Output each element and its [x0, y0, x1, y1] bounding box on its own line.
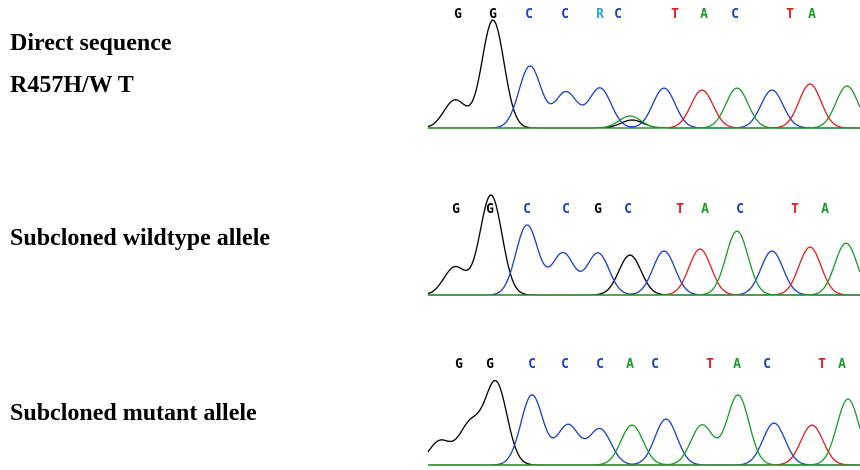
trace [428, 86, 860, 128]
figure: Direct sequenceR457H/W TGGCCRCTACTASubcl… [0, 0, 860, 470]
base-call: A [701, 202, 709, 217]
base-call: C [614, 7, 622, 22]
base-call: C [562, 202, 570, 217]
base-call: C [561, 357, 569, 372]
base-call: R [596, 7, 604, 22]
base-call: C [525, 7, 533, 22]
panel: Subcloned wildtype allele G G C C G C T A C T A [10, 195, 860, 295]
base-call: C [624, 202, 632, 217]
trace [428, 225, 860, 295]
base-call: C [528, 357, 536, 372]
base-call: C [736, 202, 744, 217]
trace [428, 247, 860, 295]
base-call: C [651, 357, 659, 372]
base-call: C [731, 7, 739, 22]
base-call: A [821, 202, 829, 217]
trace [428, 395, 860, 465]
base-call: T [676, 202, 684, 217]
trace [428, 20, 860, 128]
base-call: T [791, 202, 799, 217]
trace [428, 84, 860, 128]
base-call: C [596, 357, 604, 372]
base-call: A [700, 7, 708, 22]
trace [428, 66, 860, 128]
base-call: T [786, 7, 794, 22]
panel-label: R457H/W T [10, 72, 134, 98]
base-call: T [818, 357, 826, 372]
base-call: G [486, 357, 494, 372]
base-call: A [626, 357, 634, 372]
trace [428, 395, 860, 465]
base-call: T [671, 7, 679, 22]
base-call: C [763, 357, 771, 372]
base-call: G [454, 7, 462, 22]
base-call: G [452, 202, 460, 217]
base-call: A [838, 357, 846, 372]
panel-label: Direct sequence [10, 30, 172, 56]
base-call: C [561, 7, 569, 22]
base-call: T [706, 357, 714, 372]
base-call: G [455, 357, 463, 372]
panel-label: Subcloned wildtype allele [10, 225, 270, 251]
base-call: C [523, 202, 531, 217]
base-call: G [486, 202, 494, 217]
base-call: G [594, 202, 602, 217]
base-call: A [808, 7, 816, 22]
base-call: A [733, 357, 741, 372]
panel-label: Subcloned mutant allele [10, 400, 257, 426]
